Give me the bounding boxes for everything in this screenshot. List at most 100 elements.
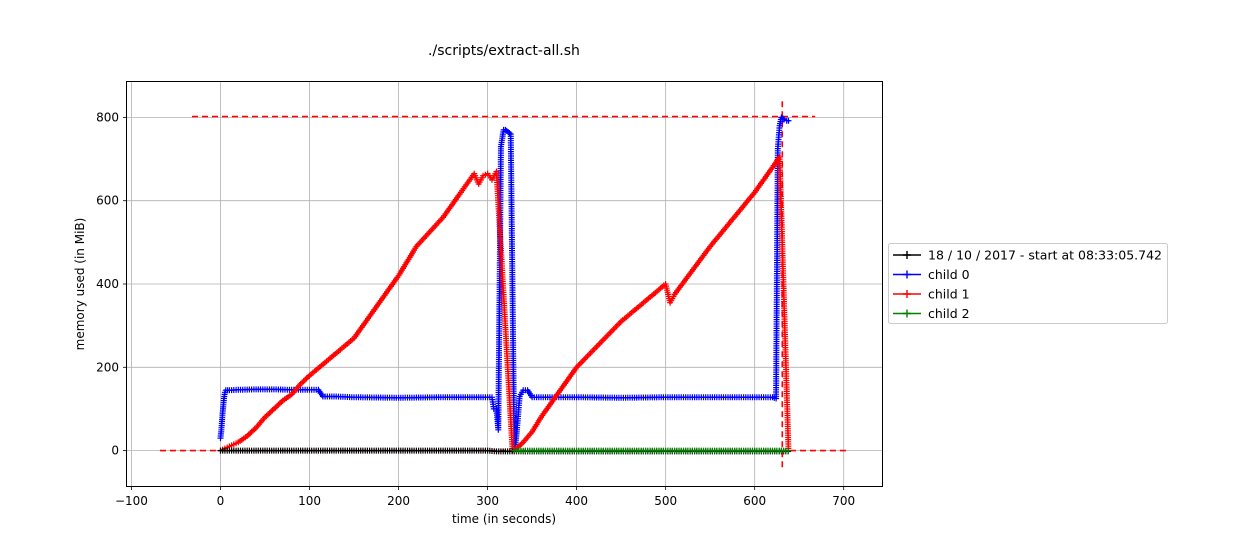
series-markers <box>778 114 786 122</box>
legend-entry-label: child 2 <box>928 306 970 321</box>
series-markers <box>776 154 792 452</box>
series-markers <box>760 166 775 183</box>
series-markers <box>440 447 489 454</box>
series-markers <box>217 447 266 454</box>
y-tick-label: 800 <box>96 110 119 124</box>
series-markers <box>226 440 240 450</box>
series-markers <box>573 394 622 401</box>
series-markers <box>279 392 293 404</box>
series-markers <box>315 386 325 398</box>
series-markers <box>502 126 510 134</box>
series-markers <box>781 116 788 123</box>
series-markers <box>573 447 667 454</box>
series-markers <box>306 447 355 454</box>
series-markers <box>222 387 231 394</box>
series-3 <box>511 447 792 454</box>
legend-entry-label: child 1 <box>928 287 970 302</box>
x-tick-label: 500 <box>654 494 677 508</box>
axis-ticks: −100 0 100 200 300 400 500 600 700 0 200 400 600 800 <box>96 110 855 508</box>
series-markers <box>671 245 712 298</box>
series-markers <box>235 434 249 446</box>
x-tick-label: 300 <box>476 494 499 508</box>
series-markers <box>270 399 285 412</box>
series-markers <box>514 395 523 433</box>
series-markers <box>262 407 276 421</box>
series-markers <box>244 426 258 439</box>
series-markers <box>573 320 623 371</box>
series-markers <box>395 394 444 401</box>
y-axis-label: memory used (in MiB) <box>73 218 87 351</box>
series-markers <box>351 394 400 401</box>
series-markers <box>618 394 667 401</box>
series-markers <box>493 168 516 452</box>
x-tick-label: 700 <box>832 494 855 508</box>
y-tick-label: 400 <box>96 277 119 291</box>
series-markers <box>505 129 513 136</box>
x-tick-label: 600 <box>743 494 766 508</box>
series-markers <box>351 274 401 342</box>
series-markers <box>520 387 529 394</box>
legend-marker <box>903 290 911 298</box>
series-markers <box>511 447 578 454</box>
series-markers <box>440 394 489 401</box>
series-markers <box>538 366 579 421</box>
y-tick-label: 0 <box>111 444 119 458</box>
series-markers <box>507 131 518 452</box>
x-tick-label: −100 <box>115 494 148 508</box>
series-markers <box>351 447 400 454</box>
legend-entry-label: 18 / 10 / 2017 - start at 08:33:05.742 <box>928 248 1162 263</box>
series-markers <box>618 282 667 325</box>
series-markers <box>480 171 489 179</box>
series-markers <box>769 394 778 401</box>
legend-entry-label: child 0 <box>928 267 970 282</box>
series-markers <box>413 216 445 250</box>
series-markers <box>529 416 543 435</box>
series-markers <box>520 430 534 446</box>
chart-title: ./scripts/extract-all.sh <box>428 43 580 59</box>
series-markers <box>395 245 419 279</box>
series-markers <box>221 391 228 402</box>
y-tick-label: 600 <box>96 194 119 208</box>
series-markers <box>516 389 525 400</box>
series-2 <box>217 154 792 454</box>
series-lines <box>217 114 792 455</box>
legend-marker <box>903 270 911 279</box>
series-markers <box>395 447 444 454</box>
series-markers <box>751 178 766 196</box>
legend-frame <box>888 243 1168 324</box>
series-markers <box>751 447 783 454</box>
series-markers <box>297 374 311 387</box>
series-markers <box>751 448 783 455</box>
series-markers <box>707 191 757 250</box>
series-markers <box>524 387 534 399</box>
legend-marker <box>903 251 911 259</box>
series-markers <box>262 447 311 454</box>
series-markers <box>475 174 485 187</box>
series-markers <box>440 203 454 221</box>
series-markers <box>783 117 792 124</box>
series-markers <box>662 447 756 454</box>
x-tick-label: 400 <box>565 494 588 508</box>
x-tick-label: 200 <box>387 494 410 508</box>
legend-marker <box>903 309 911 318</box>
series-markers <box>778 447 792 454</box>
series-markers <box>667 293 677 306</box>
y-tick-label: 200 <box>96 360 119 374</box>
x-tick-label: 100 <box>298 494 321 508</box>
series-markers <box>449 191 463 208</box>
x-tick-label: 0 <box>217 494 225 508</box>
series-markers <box>774 125 783 152</box>
series-markers <box>288 382 303 398</box>
series-markers <box>253 416 267 431</box>
series-markers <box>306 336 356 379</box>
legend: 18 / 10 / 2017 - start at 08:33:05.742 ch… <box>888 243 1168 324</box>
series-markers <box>484 170 494 181</box>
reference-lines <box>159 98 849 468</box>
x-axis-label: time (in seconds) <box>452 512 556 526</box>
series-markers <box>457 172 476 196</box>
series-markers <box>707 394 756 401</box>
series-markers <box>662 394 711 401</box>
series-markers <box>484 394 493 401</box>
series-markers <box>520 448 578 455</box>
